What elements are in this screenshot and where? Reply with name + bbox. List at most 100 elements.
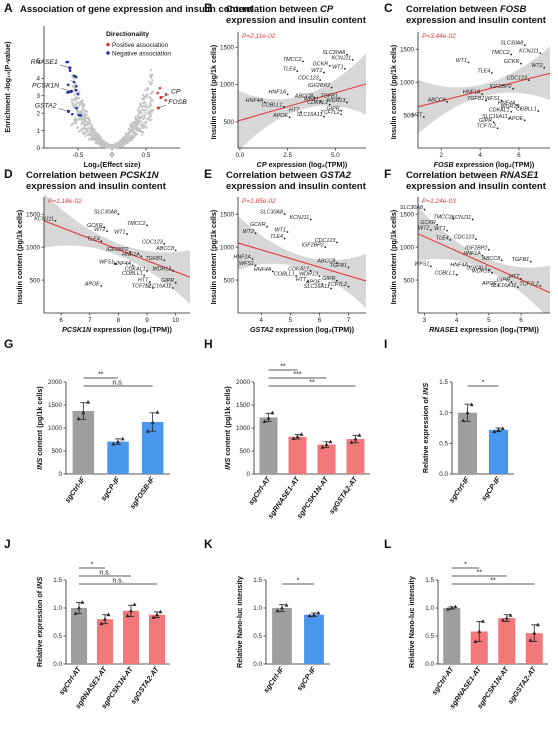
data-point: [345, 101, 348, 104]
y-tick-label: 1500: [48, 402, 63, 409]
replicate-point: [316, 610, 321, 615]
data-point: [487, 269, 490, 272]
replicate-point: [307, 613, 312, 618]
volcano-point: [100, 139, 103, 142]
data-point: [283, 237, 286, 240]
data-point: [471, 218, 474, 221]
volcano-point: [72, 77, 76, 80]
y-tick-label: 1000: [220, 82, 235, 89]
data-point: [510, 281, 513, 283]
panel-title: Correlation between RNASE1: [406, 170, 539, 181]
volcano-point: [144, 88, 147, 92]
p-value: P=3.44e-02: [422, 33, 456, 40]
x-tick-label: 4: [260, 317, 264, 324]
volcano-point: [146, 117, 149, 120]
volcano-point: [121, 137, 125, 141]
positive-point: [164, 92, 168, 96]
significance-label: **: [490, 578, 496, 585]
data-point: [452, 217, 455, 220]
data-point: [481, 254, 484, 257]
point-label: SLC30A8: [500, 41, 523, 47]
p-value: P=1.85e-02: [242, 198, 276, 205]
replicate-point: [155, 612, 159, 617]
point-label: COBLL1: [274, 272, 295, 278]
point-label: HTT: [138, 278, 149, 284]
panel-letter: J: [4, 537, 11, 551]
point-label: HNF1A: [268, 90, 286, 96]
point-label: TLE4: [87, 237, 100, 243]
point-label: WT2: [94, 227, 105, 233]
volcano-point: [136, 127, 139, 130]
significance-label: ***: [293, 372, 301, 379]
data-point: [103, 226, 106, 229]
data-point: [171, 269, 174, 272]
gene-label: GSTA2: [35, 102, 57, 109]
replicate-point: [536, 622, 540, 627]
data-point: [508, 117, 511, 120]
negative-point: [74, 88, 78, 92]
data-point: [475, 238, 477, 241]
bar: [317, 444, 336, 474]
point-label: TLE4: [477, 68, 490, 74]
bar: [70, 608, 88, 664]
data-point: [516, 286, 519, 289]
volcano-point: [138, 119, 142, 122]
data-point: [423, 208, 426, 211]
y-axis-label: Relative Nano-luc intensity: [235, 576, 244, 668]
y-tick-label: 0.0: [53, 661, 62, 668]
volcano-point: [124, 132, 127, 135]
panel-letter: F: [384, 167, 391, 181]
replicate-point: [270, 410, 275, 415]
y-tick-label: 1: [36, 128, 40, 135]
data-point: [100, 285, 103, 287]
point-label: WFS1: [239, 261, 254, 267]
x-tick-label: 5: [289, 317, 293, 324]
panel-letter: C: [384, 1, 393, 15]
volcano-point: [70, 101, 73, 104]
replicate-point: [158, 609, 163, 614]
volcano-point: [148, 80, 151, 84]
point-label: TCF7L2: [519, 281, 538, 287]
volcano-point: [99, 136, 102, 139]
point-label: TGFB1: [330, 263, 347, 269]
y-tick-label: 500: [223, 277, 234, 284]
data-point: [309, 269, 312, 272]
data-point: [523, 44, 526, 47]
point-label: KCNJ11: [519, 49, 539, 55]
volcano-point: [150, 113, 153, 116]
volcano-point: [115, 143, 118, 146]
point-label: SLC30A8: [400, 205, 423, 211]
y-axis-label: INS content (pg/1k cells): [35, 386, 44, 470]
volcano-point: [72, 84, 75, 87]
x-tick-label: 8: [117, 317, 121, 324]
volcano-point: [127, 127, 130, 130]
point-label: HNF4A: [254, 267, 272, 273]
data-point: [347, 285, 350, 288]
replicate-point: [103, 617, 107, 621]
volcano-point: [141, 98, 144, 101]
bar: [96, 619, 114, 664]
volcano-point: [96, 141, 99, 145]
point-label: IGF2BP2: [489, 84, 511, 90]
point-label: HNF1A: [463, 89, 481, 95]
y-tick-label: 1.5: [53, 577, 62, 584]
data-point: [497, 284, 500, 287]
y-tick-label: 1000: [48, 425, 63, 432]
point-label: WT2: [531, 63, 542, 69]
bar: [470, 631, 488, 664]
point-label: GCKR: [313, 61, 329, 67]
point-label: TCF7L2: [328, 282, 347, 288]
volcano-point: [144, 121, 147, 124]
replicate-point: [349, 440, 354, 444]
y-tick-label: 500: [223, 119, 234, 126]
panel-title: Correlation between PCSK1N: [26, 170, 160, 181]
volcano-point: [86, 110, 89, 113]
x-tick-label: 6: [517, 152, 521, 159]
data-point: [146, 269, 148, 272]
panel-i: I 0.0 0.5 1.0 1.5 Relative expression of INS s…: [384, 337, 514, 504]
point-label: WDR13: [152, 266, 171, 272]
bar: [346, 439, 365, 474]
panel-letter: G: [4, 337, 13, 351]
volcano-point: [141, 121, 144, 124]
